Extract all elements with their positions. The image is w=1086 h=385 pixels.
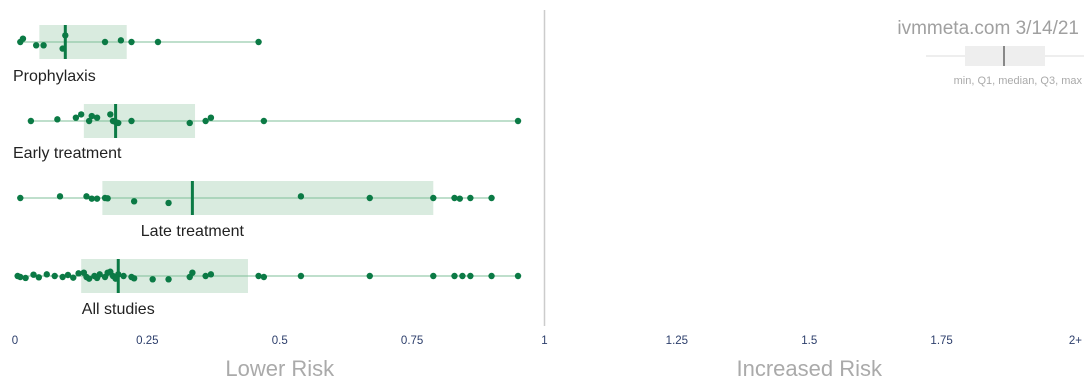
data-point xyxy=(115,271,122,278)
x-axis-title-left: Lower Risk xyxy=(225,356,335,381)
group-1: Early treatment xyxy=(13,104,522,162)
data-point xyxy=(19,35,27,42)
data-point xyxy=(120,272,127,280)
data-point xyxy=(85,117,93,125)
x-axis-title-right: Increased Risk xyxy=(736,356,883,381)
data-point xyxy=(128,38,135,46)
group-label: Early treatment xyxy=(13,145,122,162)
data-point xyxy=(154,38,162,46)
group-label: All studies xyxy=(82,301,155,318)
data-point xyxy=(59,45,66,52)
data-point xyxy=(456,195,463,202)
data-point xyxy=(430,194,437,202)
data-point xyxy=(43,271,50,278)
data-point xyxy=(260,273,268,281)
data-point xyxy=(17,194,24,202)
data-point xyxy=(107,111,114,118)
data-point xyxy=(297,193,305,200)
data-point xyxy=(202,272,209,280)
data-point xyxy=(93,195,101,202)
data-point xyxy=(54,116,61,123)
data-point xyxy=(297,272,305,280)
watermark-text: ivmmeta.com 3/14/21 xyxy=(897,18,1079,39)
x-tick-label: 0.5 xyxy=(272,335,288,347)
data-point xyxy=(255,272,262,280)
data-point xyxy=(62,32,69,39)
group-3: All studies xyxy=(14,259,522,318)
data-point xyxy=(130,198,138,205)
data-point xyxy=(64,271,72,279)
data-point xyxy=(101,38,109,46)
data-point xyxy=(255,38,262,46)
data-point xyxy=(59,273,66,281)
data-point xyxy=(202,117,209,125)
x-tick-label: 1.75 xyxy=(930,335,952,347)
data-point xyxy=(165,199,172,207)
data-point xyxy=(27,117,35,125)
data-point xyxy=(85,275,93,282)
x-tick-label: 0.25 xyxy=(136,335,158,347)
data-point xyxy=(88,112,95,120)
data-point xyxy=(88,195,95,202)
data-point xyxy=(130,275,138,282)
data-point xyxy=(22,274,29,282)
data-point xyxy=(30,271,37,278)
data-point xyxy=(75,270,82,277)
data-point xyxy=(189,269,196,276)
legend-caption: min, Q1, median, Q3, max xyxy=(954,75,1083,87)
data-point xyxy=(366,272,373,280)
x-tick-label: 1 xyxy=(541,335,547,347)
x-tick-label: 0.75 xyxy=(401,335,423,347)
data-point xyxy=(56,193,64,200)
data-point xyxy=(366,194,373,202)
data-point xyxy=(77,111,85,118)
data-point xyxy=(430,272,437,280)
data-point xyxy=(128,117,135,125)
data-point xyxy=(72,114,80,121)
data-point xyxy=(93,114,101,121)
group-label: Prophylaxis xyxy=(13,68,96,85)
data-point xyxy=(514,117,522,125)
group-label: Late treatment xyxy=(141,223,245,240)
data-point xyxy=(207,114,215,121)
data-point xyxy=(451,272,458,280)
data-point xyxy=(96,271,103,278)
x-tick-label: 1.5 xyxy=(801,335,817,347)
data-point xyxy=(467,272,474,280)
data-point xyxy=(35,274,43,281)
data-point xyxy=(260,117,268,125)
x-tick-label: 2+ xyxy=(1069,335,1082,347)
data-point xyxy=(467,194,474,202)
x-tick-label: 0 xyxy=(12,335,18,347)
group-0: Prophylaxis xyxy=(13,25,262,85)
data-point xyxy=(40,42,47,49)
data-point xyxy=(488,272,495,280)
data-point xyxy=(207,271,215,278)
data-point xyxy=(165,276,172,283)
data-point xyxy=(149,276,156,283)
data-point xyxy=(186,119,193,127)
data-point xyxy=(83,193,90,200)
data-point xyxy=(51,272,58,280)
data-point xyxy=(104,195,111,202)
group-2: Late treatment xyxy=(17,181,495,240)
data-point xyxy=(451,194,458,202)
data-point xyxy=(459,272,466,280)
data-point xyxy=(488,194,495,202)
data-point xyxy=(117,37,125,44)
x-tick-label: 1.25 xyxy=(666,335,688,347)
data-point xyxy=(32,42,40,49)
data-point xyxy=(17,273,24,281)
data-point xyxy=(70,274,77,281)
data-point xyxy=(115,119,122,127)
data-point xyxy=(514,272,522,280)
